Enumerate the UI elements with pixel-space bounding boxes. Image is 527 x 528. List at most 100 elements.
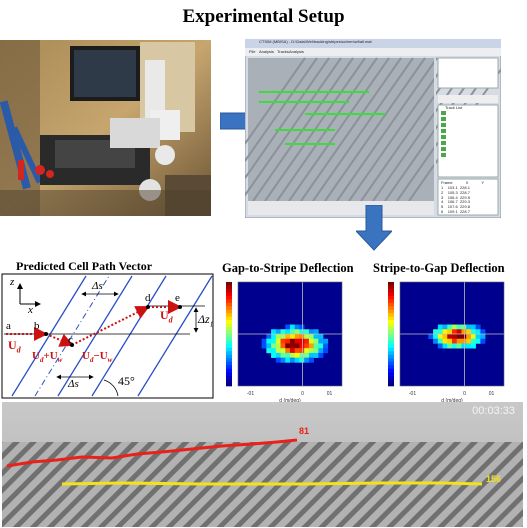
- colorbar-step: [226, 285, 232, 290]
- figure-title: Experimental Setup: [182, 6, 345, 27]
- ds-bottom-label: Δs: [68, 378, 79, 390]
- heatmap-cell: [304, 357, 310, 363]
- heatmap-cell: [433, 338, 439, 344]
- heatmap-cell: [271, 334, 277, 340]
- heatmap-cell: [466, 343, 472, 349]
- colorbar-step: [226, 337, 232, 342]
- colorbar-step: [388, 330, 394, 335]
- heatmap-cell: [304, 352, 310, 358]
- lab-setup-photo: [0, 40, 211, 216]
- heatmap-cell: [294, 334, 300, 340]
- heatmap-cell: [275, 348, 281, 354]
- menu-file[interactable]: File: [249, 49, 256, 54]
- heatmap-cell: [271, 343, 277, 349]
- colorbar-step: [388, 337, 394, 342]
- colorbar-step: [226, 379, 232, 383]
- colorbar-step: [388, 299, 394, 304]
- colorbar-step: [226, 375, 232, 380]
- heatmap-cell: [290, 348, 296, 354]
- heatmap-cell: [285, 324, 291, 330]
- colorbar-step: [226, 330, 232, 335]
- colorbar-step: [226, 351, 232, 356]
- g2s-heatmap: -01 0 01 d (m/deg): [214, 274, 360, 404]
- heatmap-cell: [294, 348, 300, 354]
- heatmap-cell: [294, 343, 300, 349]
- heatmap-cell: [308, 348, 314, 354]
- heatmap-cell: [280, 329, 286, 335]
- s2g-title: Stripe-to-Gap Deflection: [373, 261, 505, 275]
- heatmap-cell: [271, 348, 277, 354]
- heatmap-cell: [280, 334, 286, 340]
- heatmap-cell: [466, 324, 472, 330]
- g2s-xtick: 01: [327, 391, 333, 397]
- ud-right-label: Ud: [160, 308, 173, 325]
- heatmap-cell: [318, 334, 324, 340]
- heatmap-cell: [266, 343, 272, 349]
- heatmap-cell: [442, 329, 448, 335]
- menu-analysis-2[interactable]: Analysis: [289, 49, 304, 54]
- heatmap-cell: [280, 357, 286, 363]
- colorbar-step: [388, 344, 394, 349]
- heatmap-cell: [323, 338, 329, 344]
- heatmap-cell: [275, 329, 281, 335]
- heatmap-cell: [442, 324, 448, 330]
- g2s-xlabel: d (m/deg): [279, 398, 301, 402]
- heatmap-cell: [461, 324, 467, 330]
- g2s-xtick: -01: [247, 391, 254, 397]
- predicted-path-title: Predicted Cell Path Vector: [16, 259, 153, 273]
- heatmap-cell: [437, 338, 443, 344]
- colorbar-step: [388, 285, 394, 290]
- colorbar-step: [226, 334, 232, 338]
- heatmap-cell: [299, 324, 305, 330]
- heatmap-cell: [280, 338, 286, 344]
- table-row: 2 105.3 228.7: [441, 189, 470, 195]
- colorbar-step: [388, 282, 394, 286]
- cell-path-vector-diagram: z x Δs Δs a b c d e Ud Ud Ud+Uw Ud−Uw Δz…: [0, 272, 215, 400]
- heatmap-cell: [275, 357, 281, 363]
- heatmap-cell: [280, 343, 286, 349]
- heatmap-cell: [470, 324, 476, 330]
- colorbar-step: [388, 327, 394, 331]
- heatmap-cell: [466, 329, 472, 335]
- point-c: c: [68, 334, 73, 346]
- colorbar-step: [388, 316, 394, 321]
- heatmap-cell: [313, 343, 319, 349]
- colorbar-step: [226, 361, 232, 366]
- colorbar-step: [388, 361, 394, 366]
- heatmap-cell: [313, 352, 319, 358]
- colorbar-step: [388, 354, 394, 359]
- axis-x-label: x: [28, 304, 33, 316]
- heatmap-cell: [447, 324, 453, 330]
- heatmap-cell: [447, 329, 453, 335]
- heatmap-cell: [318, 338, 324, 344]
- table-row: 5 107.6 229.8: [441, 204, 470, 210]
- heatmap-cell: [271, 329, 277, 335]
- heatmap-cell: [456, 338, 462, 344]
- ud-left-label: Ud: [8, 338, 21, 355]
- heatmap-cell: [290, 329, 296, 335]
- heatmap-cell: [456, 324, 462, 330]
- g2s-title: Gap-to-Stripe Deflection: [222, 261, 354, 275]
- heatmap-cell: [461, 338, 467, 344]
- sum-vector-label: Ud+Uw: [32, 350, 63, 365]
- heatmap-cell: [304, 329, 310, 335]
- heatmap-cell: [271, 352, 277, 358]
- diff-vector-label: Ud−Uw: [82, 350, 113, 365]
- heatmap-cell: [323, 348, 329, 354]
- menu-analysis[interactable]: Analysis: [259, 49, 274, 54]
- menu-tracks[interactable]: Tracks: [277, 49, 289, 54]
- colorbar-step: [226, 368, 232, 373]
- heatmap-cell: [299, 334, 305, 340]
- table-row: 4 106.7 229.3: [441, 199, 470, 205]
- colorbar-step: [388, 313, 394, 317]
- heatmap-cell: [285, 352, 291, 358]
- col-frame: Frame: [441, 180, 453, 185]
- heatmap-cell: [261, 343, 267, 349]
- heatmap-cell: [308, 343, 314, 349]
- colorbar-step: [226, 299, 232, 304]
- colorbar-step: [226, 382, 232, 387]
- heatmap-cell: [452, 343, 458, 349]
- heatmap-cell: [294, 324, 300, 330]
- heatmap-cell: [470, 338, 476, 344]
- heatmap-cell: [318, 352, 324, 358]
